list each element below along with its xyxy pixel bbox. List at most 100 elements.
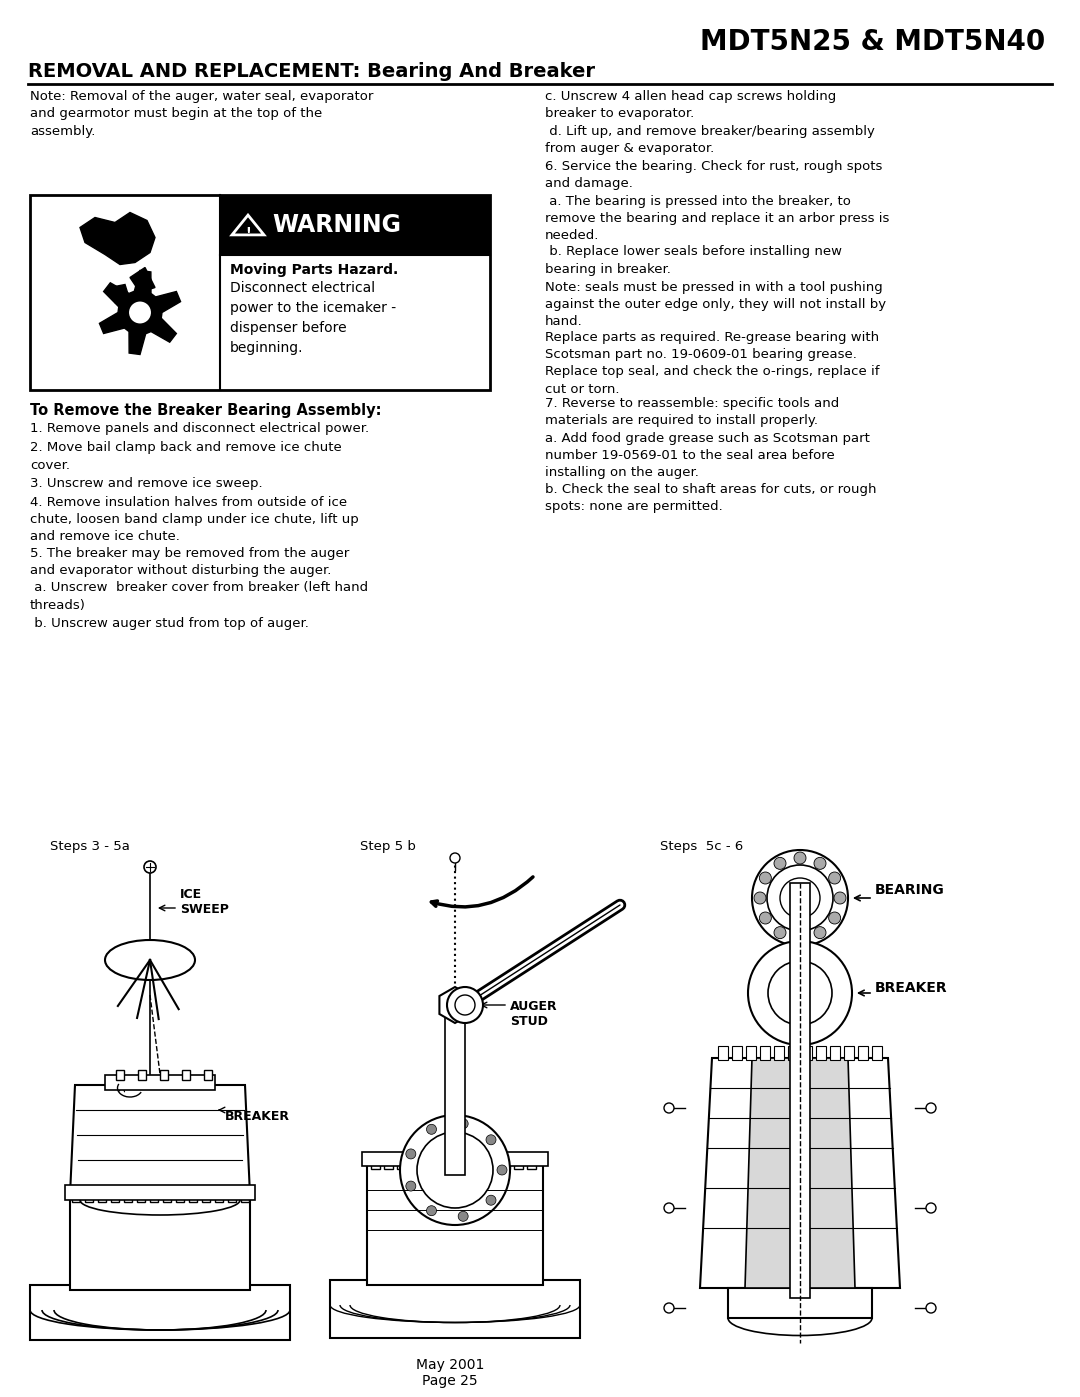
Bar (228, 1190, 237, 1201)
Polygon shape (440, 988, 471, 1023)
Bar (30, 196, 490, 390)
Circle shape (780, 877, 820, 918)
Circle shape (926, 1303, 936, 1313)
Bar (436, 1155, 445, 1169)
Text: Steps  5c - 6: Steps 5c - 6 (660, 840, 743, 854)
Polygon shape (80, 212, 156, 264)
Bar (384, 1155, 393, 1169)
Bar (728, 1288, 872, 1317)
Circle shape (486, 1196, 496, 1206)
Text: b. Replace lower seals before installing new
bearing in breaker.: b. Replace lower seals before installing… (545, 246, 842, 275)
Bar (204, 1070, 212, 1080)
Circle shape (458, 1211, 468, 1221)
Bar (105, 1076, 215, 1090)
Circle shape (759, 912, 771, 923)
Polygon shape (745, 1058, 855, 1288)
Bar (372, 1155, 380, 1169)
Text: 5. The breaker may be removed from the auger
and evaporator without disturbing t: 5. The breaker may be removed from the a… (30, 546, 349, 577)
Bar (449, 1155, 458, 1169)
Bar (72, 1190, 80, 1201)
Text: b. Check the seal to shaft areas for cuts, or rough
spots: none are permitted.: b. Check the seal to shaft areas for cut… (545, 482, 877, 513)
Bar (150, 1190, 158, 1201)
Bar (760, 1046, 770, 1060)
Circle shape (664, 1303, 674, 1313)
Bar (789, 883, 810, 1298)
Text: May 2001: May 2001 (416, 1358, 484, 1372)
Text: BEARING: BEARING (875, 883, 945, 897)
Polygon shape (99, 271, 180, 355)
Circle shape (814, 858, 826, 869)
Text: Replace parts as required. Re-grease bearing with
Scotsman part no. 19-0609-01 b: Replace parts as required. Re-grease bea… (545, 331, 879, 395)
Text: Page 25: Page 25 (422, 1375, 477, 1389)
Text: Note: Removal of the auger, water seal, evaporator
and gearmotor must begin at t: Note: Removal of the auger, water seal, … (30, 89, 374, 138)
Circle shape (768, 961, 832, 1025)
Text: MDT5N25 & MDT5N40: MDT5N25 & MDT5N40 (700, 28, 1045, 56)
Bar (445, 1000, 465, 1175)
Ellipse shape (105, 940, 195, 981)
Bar (183, 1070, 190, 1080)
Bar (124, 1190, 132, 1201)
Text: c. Unscrew 4 allen head cap screws holding
breaker to evaporator.: c. Unscrew 4 allen head cap screws holdi… (545, 89, 836, 120)
Text: a. The bearing is pressed into the breaker, to
remove the bearing and replace it: a. The bearing is pressed into the break… (545, 196, 889, 243)
Text: 3. Unscrew and remove ice sweep.: 3. Unscrew and remove ice sweep. (30, 476, 262, 489)
Bar (220, 196, 490, 256)
Bar (514, 1155, 523, 1169)
Bar (423, 1155, 432, 1169)
Circle shape (814, 926, 826, 939)
Bar (163, 1190, 171, 1201)
Bar (98, 1190, 106, 1201)
Bar (488, 1155, 497, 1169)
Text: REMOVAL AND REPLACEMENT: Bearing And Breaker: REMOVAL AND REPLACEMENT: Bearing And Bre… (28, 61, 595, 81)
Bar (462, 1155, 471, 1169)
Bar (85, 1190, 93, 1201)
Bar (816, 1046, 826, 1060)
Text: BREAKER: BREAKER (225, 1111, 291, 1123)
Bar (176, 1190, 184, 1201)
Circle shape (427, 1206, 436, 1215)
Bar (802, 1046, 812, 1060)
Bar (137, 1190, 145, 1201)
Circle shape (926, 1203, 936, 1213)
Text: WARNING: WARNING (272, 212, 401, 237)
Text: 7. Reverse to reassemble: specific tools and
materials are required to install p: 7. Reverse to reassemble: specific tools… (545, 397, 839, 427)
Text: !: ! (245, 225, 251, 239)
Text: AUGER
STUD: AUGER STUD (510, 1000, 557, 1028)
Text: 1. Remove panels and disconnect electrical power.: 1. Remove panels and disconnect electric… (30, 422, 369, 434)
Text: d. Lift up, and remove breaker/bearing assembly
from auger & evaporator.: d. Lift up, and remove breaker/bearing a… (545, 124, 875, 155)
Bar (30, 1285, 291, 1340)
Text: OFF: OFF (141, 1080, 161, 1090)
Circle shape (458, 1119, 468, 1129)
Bar (527, 1155, 536, 1169)
Bar (65, 1185, 255, 1200)
Bar (189, 1190, 197, 1201)
Circle shape (664, 1203, 674, 1213)
Circle shape (774, 926, 786, 939)
Circle shape (455, 995, 475, 1016)
Text: To Remove the Breaker Bearing Assembly:: To Remove the Breaker Bearing Assembly: (30, 402, 381, 418)
Bar (843, 1046, 854, 1060)
Circle shape (664, 1104, 674, 1113)
Polygon shape (70, 1085, 249, 1194)
Bar (788, 1046, 798, 1060)
Bar (330, 1280, 580, 1338)
Bar (215, 1190, 222, 1201)
Circle shape (486, 1134, 496, 1144)
Circle shape (450, 854, 460, 863)
Bar (501, 1155, 510, 1169)
Bar (858, 1046, 868, 1060)
Text: Moving Parts Hazard.: Moving Parts Hazard. (230, 263, 399, 277)
Bar (116, 1070, 124, 1080)
Text: Steps 3 - 5a: Steps 3 - 5a (50, 840, 130, 854)
Text: 4. Remove insulation halves from outside of ice
chute, loosen band clamp under i: 4. Remove insulation halves from outside… (30, 496, 359, 543)
Circle shape (754, 893, 766, 904)
Circle shape (834, 893, 846, 904)
Circle shape (497, 1165, 507, 1175)
Text: Step 5 b: Step 5 b (360, 840, 416, 854)
Text: Note: seals must be pressed in with a tool pushing
against the outer edge only, : Note: seals must be pressed in with a to… (545, 281, 886, 328)
Bar (70, 1194, 249, 1289)
Bar (160, 1070, 168, 1080)
Circle shape (767, 865, 833, 930)
Circle shape (400, 1115, 510, 1225)
Text: ICE
SWEEP: ICE SWEEP (180, 888, 229, 916)
Bar (872, 1046, 882, 1060)
